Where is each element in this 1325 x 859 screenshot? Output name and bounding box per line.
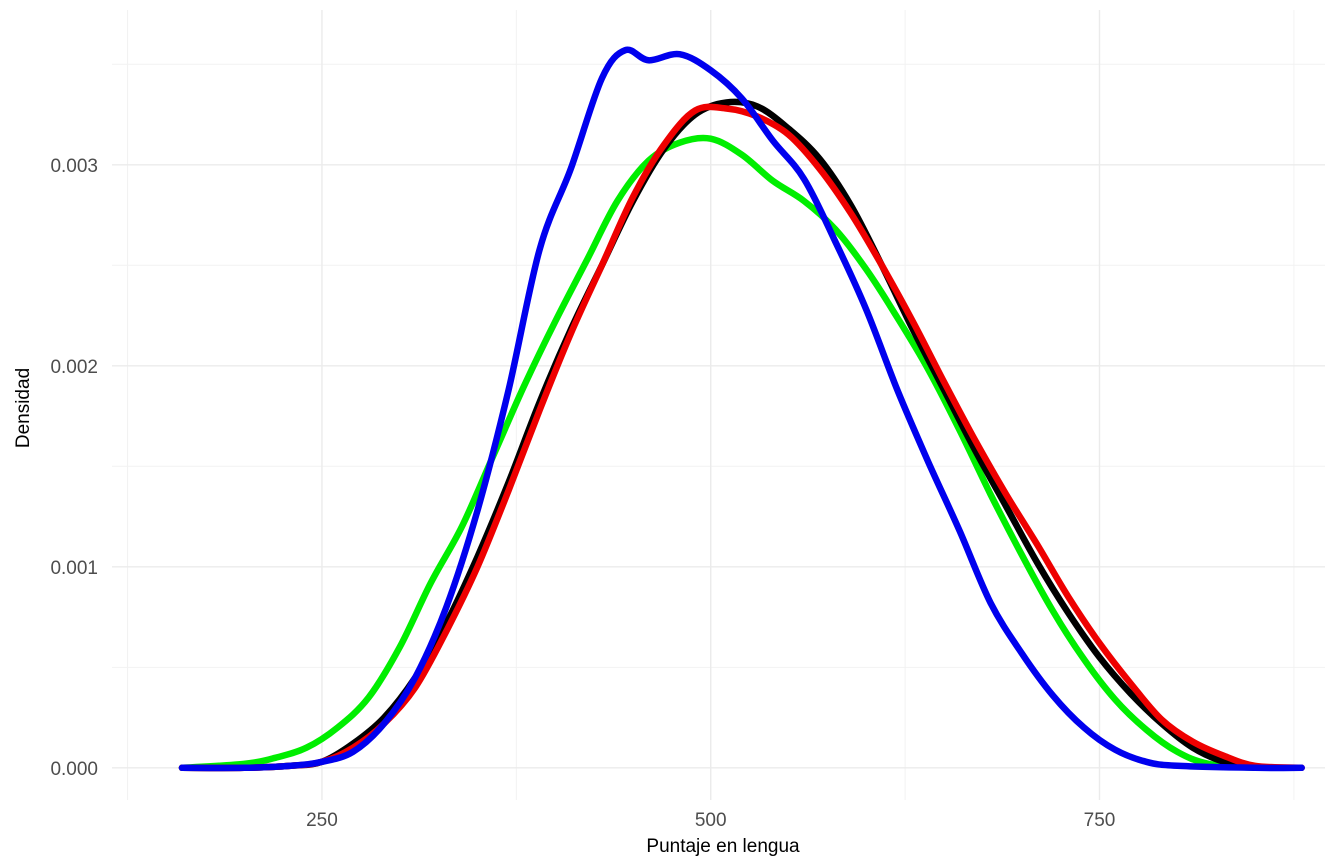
grid (112, 10, 1325, 800)
x-tick-label: 250 (306, 810, 338, 831)
series-lines (178, 46, 1305, 772)
blue-density-line (178, 46, 1305, 772)
x-tick-label: 750 (1084, 810, 1116, 831)
x-tick-labels: 250 500 750 (306, 810, 1115, 831)
y-tick-label: 0.003 (50, 156, 98, 177)
y-tick-label: 0.001 (50, 558, 98, 579)
y-tick-label: 0.000 (50, 759, 98, 780)
y-tick-label: 0.002 (50, 357, 98, 378)
y-axis-title: Densidad (13, 368, 34, 448)
green-density-line (178, 134, 1259, 772)
y-tick-labels: 0.000 0.001 0.002 0.003 (50, 156, 98, 780)
red-density-line (178, 103, 1305, 772)
x-tick-label: 500 (695, 810, 727, 831)
x-axis-title: Puntaje en lengua (646, 836, 800, 857)
